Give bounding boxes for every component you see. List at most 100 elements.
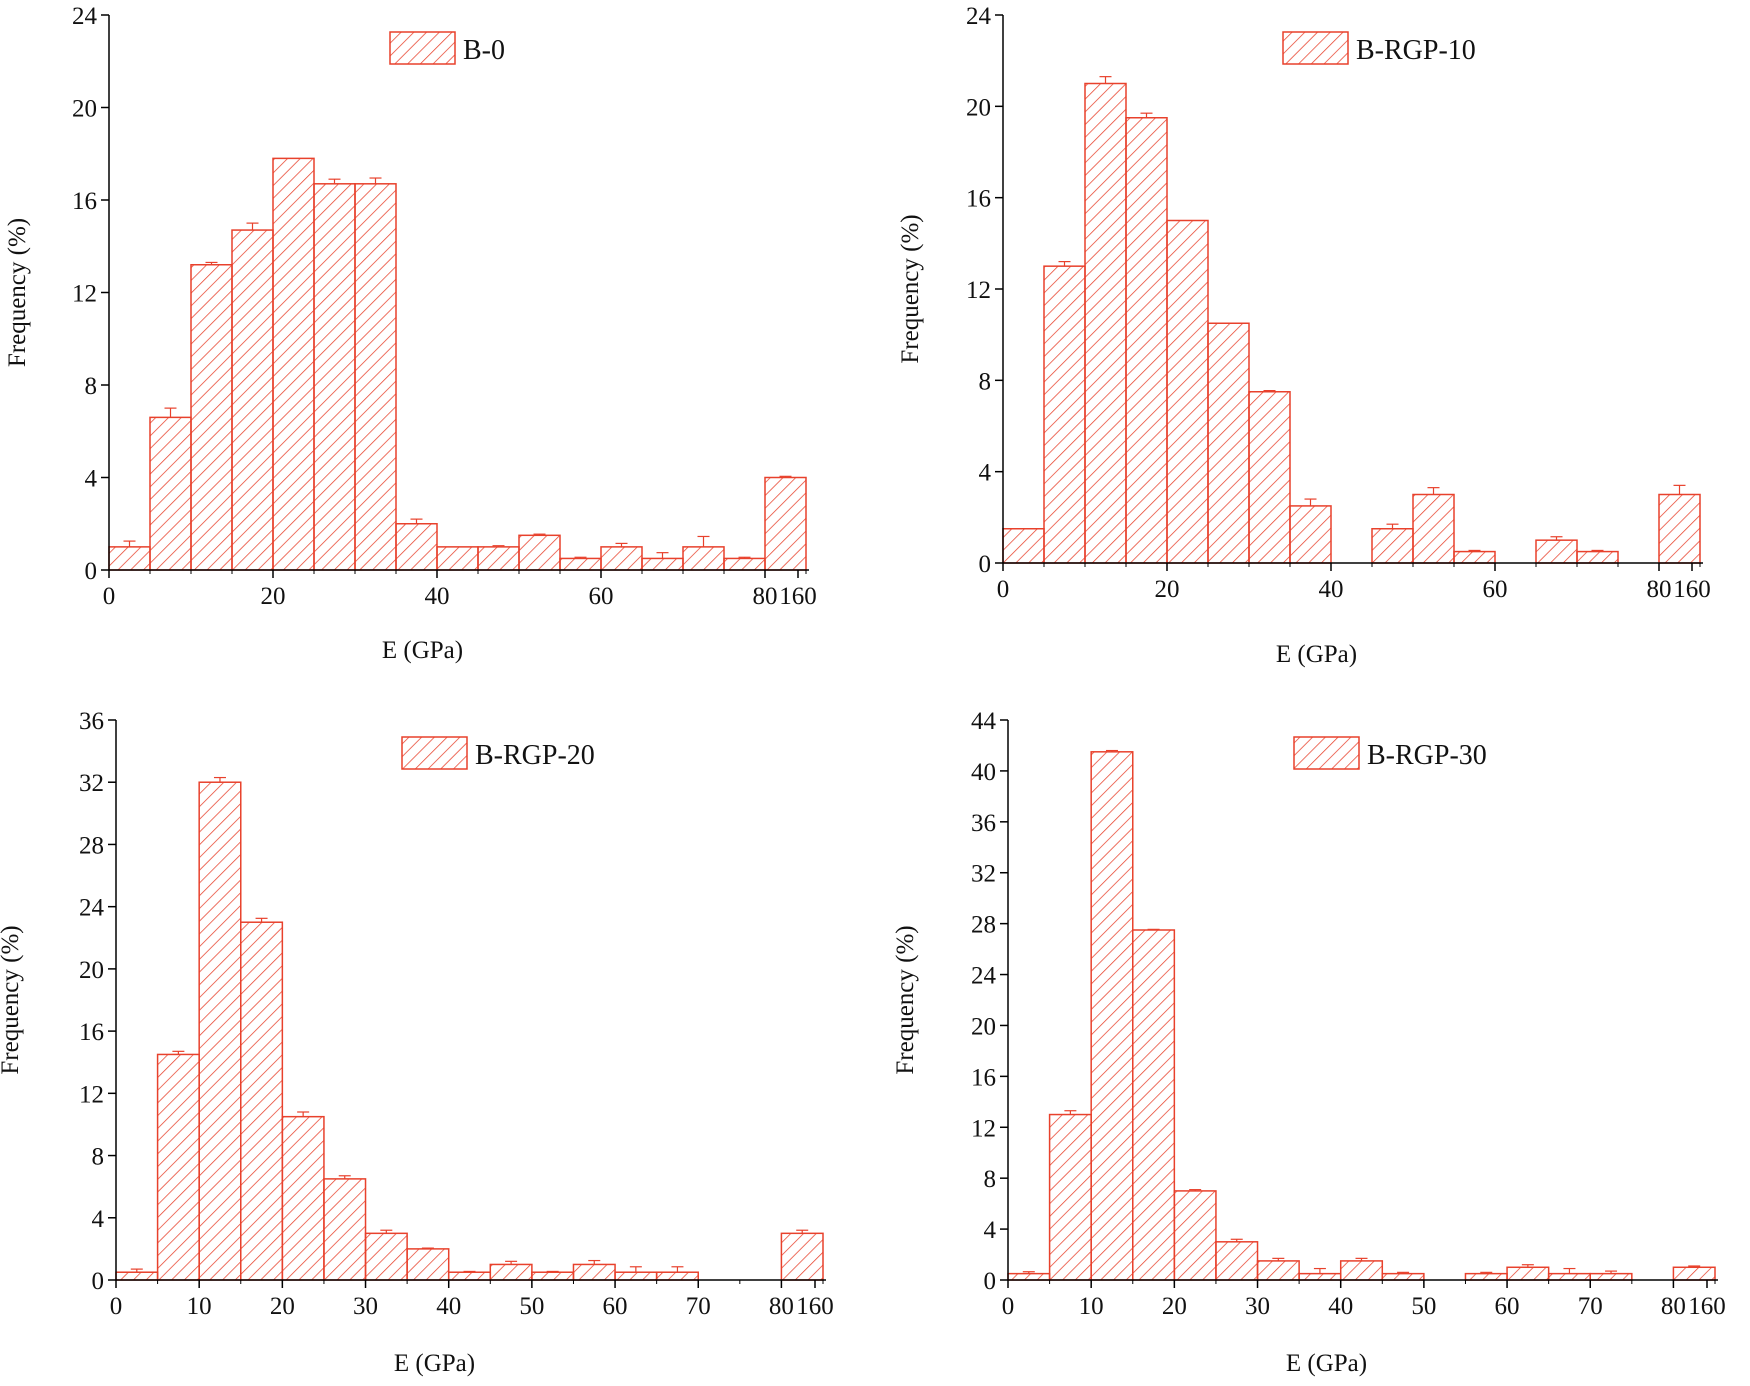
x-tick-label: 30 bbox=[1245, 1293, 1270, 1320]
legend-label: B-RGP-20 bbox=[475, 740, 595, 771]
legend-swatch bbox=[1282, 31, 1349, 65]
x-tick-label: 40 bbox=[436, 1293, 461, 1320]
x-tick-label: 40 bbox=[425, 583, 450, 610]
histogram-bar bbox=[1048, 1113, 1092, 1281]
histogram-bar bbox=[149, 416, 192, 571]
histogram-bar bbox=[190, 264, 233, 571]
legend-label: B-RGP-30 bbox=[1367, 740, 1487, 771]
y-tick-label: 8 bbox=[85, 373, 98, 400]
x-tick-label: 30 bbox=[353, 1293, 378, 1320]
y-tick-label: 8 bbox=[984, 1166, 997, 1193]
y-tick-label: 40 bbox=[971, 759, 996, 786]
y-tick-label: 12 bbox=[79, 1081, 104, 1108]
histogram-bar bbox=[436, 546, 479, 571]
histogram-bar bbox=[115, 1271, 159, 1281]
histogram-bar bbox=[1090, 751, 1134, 1281]
y-tick-label: 16 bbox=[72, 188, 97, 215]
x-tick-label: 80 bbox=[753, 583, 778, 610]
histogram-bar bbox=[1453, 550, 1496, 564]
chart-panel: 0 4 8 12 16 20 24 0 20 40 60 80 160 E (GPa) Frequency … bbox=[4, 3, 817, 664]
y-tick-label: 12 bbox=[966, 277, 991, 304]
histogram-bar bbox=[447, 1271, 492, 1281]
histogram-bar bbox=[1002, 528, 1045, 564]
histogram-bar bbox=[198, 781, 242, 1281]
y-tick-label: 24 bbox=[966, 3, 992, 30]
histogram-bar bbox=[364, 1232, 408, 1281]
histogram-bar bbox=[1043, 265, 1086, 564]
histogram-bar bbox=[572, 1263, 616, 1281]
x-tick-label: 160 bbox=[1673, 576, 1711, 603]
y-axis-title: Frequency (%) bbox=[892, 925, 919, 1074]
y-tick-label: 36 bbox=[79, 708, 104, 735]
histogram-bar bbox=[354, 183, 397, 571]
y-tick-label: 32 bbox=[79, 770, 104, 797]
histogram-bar bbox=[323, 1178, 367, 1281]
x-tick-label: 160 bbox=[1688, 1293, 1726, 1320]
histogram-bar bbox=[281, 1115, 325, 1281]
y-tick-label: 4 bbox=[92, 1206, 105, 1233]
y-tick-label: 20 bbox=[966, 94, 991, 121]
histogram-bar bbox=[600, 546, 643, 571]
histogram-bar bbox=[1547, 1272, 1591, 1281]
histogram-bar bbox=[723, 557, 766, 571]
x-tick-label: 70 bbox=[1578, 1293, 1603, 1320]
histogram-bar bbox=[1576, 550, 1619, 564]
x-tick-label: 20 bbox=[261, 583, 286, 610]
legend-swatch bbox=[401, 736, 468, 770]
histogram-bar bbox=[1132, 929, 1176, 1281]
x-tick-label: 50 bbox=[1411, 1293, 1436, 1320]
histogram-bar bbox=[1084, 82, 1127, 564]
y-tick-label: 0 bbox=[85, 558, 98, 585]
x-tick-label: 60 bbox=[603, 1293, 628, 1320]
y-tick-label: 20 bbox=[971, 1013, 996, 1040]
x-tick-label: 60 bbox=[1495, 1293, 1520, 1320]
x-axis-title: E (GPa) bbox=[1286, 1350, 1367, 1377]
histogram-bar bbox=[272, 157, 315, 571]
legend-label: B-RGP-10 bbox=[1356, 35, 1476, 66]
x-axis-title: E (GPa) bbox=[394, 1350, 475, 1377]
histogram-bar bbox=[1535, 539, 1578, 564]
histogram-bar bbox=[1589, 1272, 1633, 1281]
histogram-bar bbox=[518, 534, 561, 571]
histogram-bar bbox=[240, 921, 284, 1281]
x-tick-label: 20 bbox=[270, 1293, 295, 1320]
histogram-bar bbox=[559, 557, 602, 571]
histogram-bar bbox=[1215, 1241, 1259, 1281]
x-tick-label: 160 bbox=[796, 1293, 834, 1320]
histogram-bar bbox=[1207, 322, 1250, 564]
histogram-bar bbox=[1248, 391, 1291, 564]
histogram-bar bbox=[1298, 1272, 1342, 1281]
y-tick-label: 4 bbox=[85, 466, 98, 493]
histogram-bar bbox=[108, 546, 151, 571]
histogram-bar bbox=[641, 557, 684, 571]
legend-swatch bbox=[389, 31, 456, 65]
x-tick-label: 0 bbox=[997, 576, 1010, 603]
y-tick-label: 16 bbox=[79, 1019, 104, 1046]
y-tick-label: 20 bbox=[72, 96, 97, 123]
y-tick-label: 28 bbox=[79, 832, 104, 859]
y-tick-label: 4 bbox=[979, 460, 992, 487]
histogram-bar bbox=[655, 1271, 699, 1281]
histogram-bar bbox=[231, 229, 274, 571]
histogram-bar bbox=[1371, 528, 1414, 564]
legend-swatch bbox=[1293, 736, 1360, 770]
y-tick-label: 8 bbox=[92, 1144, 105, 1171]
y-tick-label: 32 bbox=[971, 861, 996, 888]
y-tick-label: 20 bbox=[79, 957, 104, 984]
y-axis-title: Frequency (%) bbox=[897, 214, 924, 363]
y-axis-title: Frequency (%) bbox=[0, 925, 24, 1074]
x-tick-label: 20 bbox=[1155, 576, 1180, 603]
histogram-bar bbox=[156, 1053, 200, 1281]
histogram-bar bbox=[1381, 1272, 1425, 1281]
histogram-bar bbox=[477, 546, 520, 571]
histogram-bar bbox=[1256, 1260, 1300, 1281]
histogram-bar bbox=[395, 523, 438, 571]
x-tick-label: 0 bbox=[103, 583, 116, 610]
y-tick-label: 36 bbox=[971, 810, 996, 837]
x-tick-label: 160 bbox=[779, 583, 817, 610]
legend-label: B-0 bbox=[463, 35, 505, 66]
histogram-bar bbox=[531, 1271, 575, 1281]
y-tick-label: 0 bbox=[979, 551, 992, 578]
